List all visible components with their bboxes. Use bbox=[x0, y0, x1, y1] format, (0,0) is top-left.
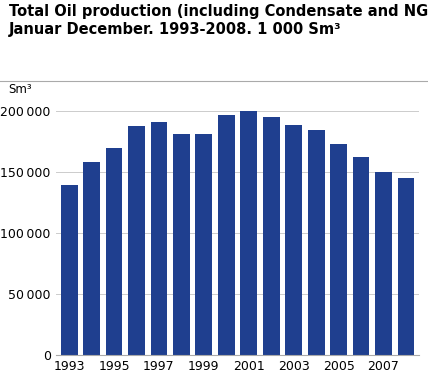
Bar bbox=[61, 185, 77, 355]
Bar bbox=[128, 126, 145, 355]
Bar bbox=[330, 144, 347, 355]
Bar bbox=[83, 162, 100, 355]
Bar bbox=[196, 134, 212, 355]
Bar bbox=[308, 130, 324, 355]
Text: Sm³: Sm³ bbox=[9, 83, 32, 96]
Bar bbox=[263, 117, 279, 355]
Bar bbox=[106, 149, 122, 355]
Bar bbox=[285, 125, 302, 355]
Bar bbox=[151, 122, 167, 355]
Bar bbox=[173, 134, 190, 355]
Text: Total Oil production (including Condensate and NGL).
Januar December. 1993-2008.: Total Oil production (including Condensa… bbox=[9, 4, 428, 37]
Bar bbox=[241, 110, 257, 355]
Bar bbox=[375, 172, 392, 355]
Bar bbox=[218, 115, 235, 355]
Bar bbox=[353, 157, 369, 355]
Bar bbox=[398, 178, 414, 355]
